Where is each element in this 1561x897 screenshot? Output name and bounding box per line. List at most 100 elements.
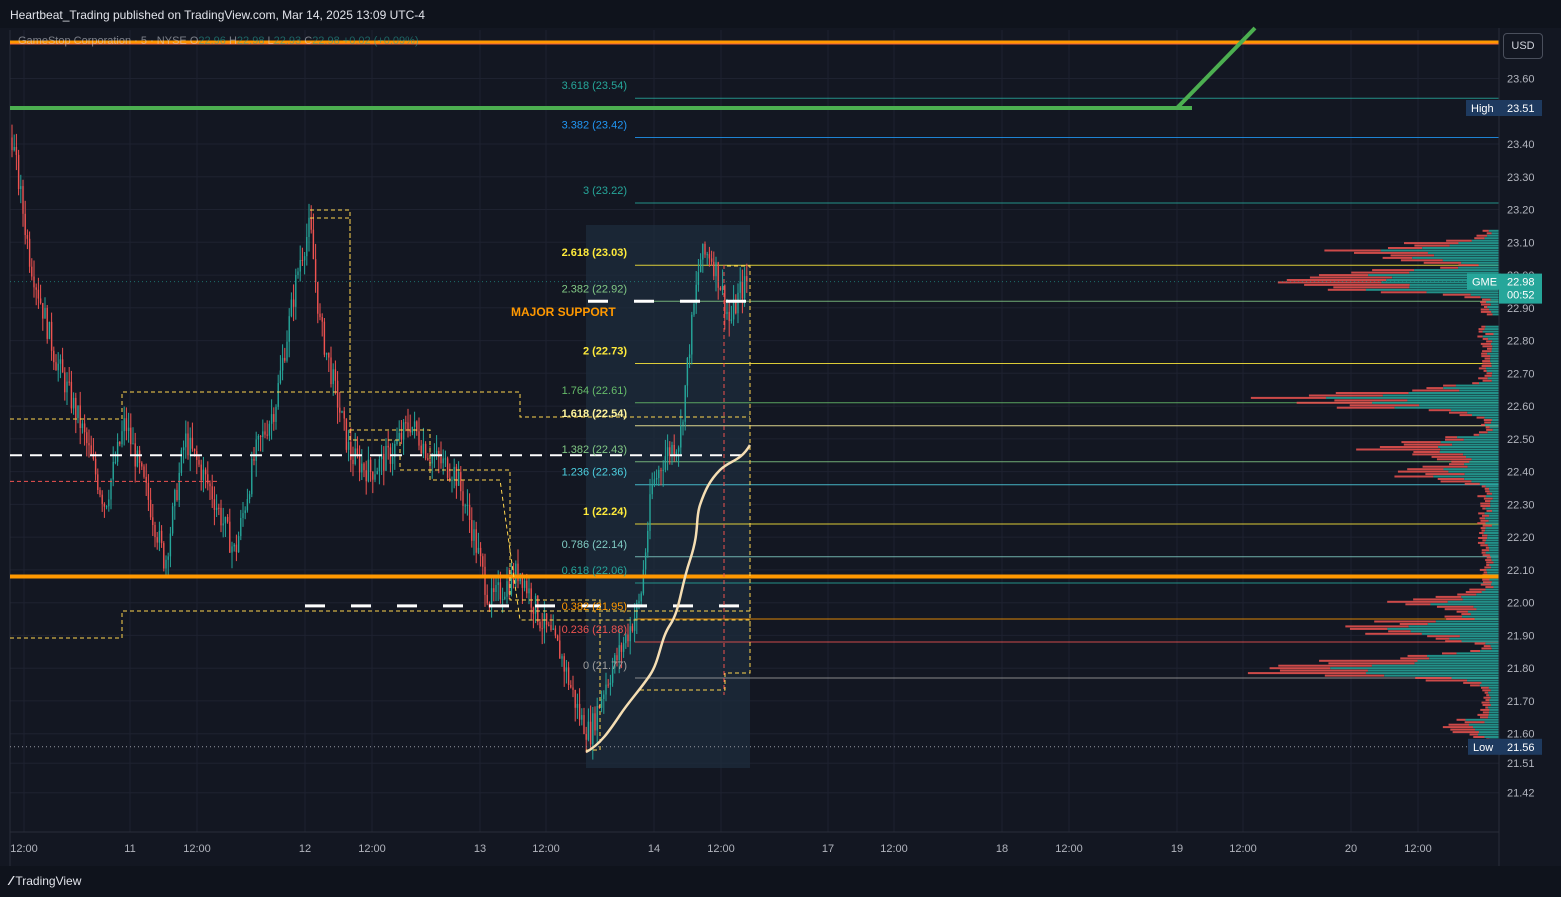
profile-bar-buy [1491, 421, 1499, 424]
profile-bar-sell [1449, 411, 1468, 414]
profile-bar-sell [1412, 389, 1460, 392]
candle-up-body [609, 682, 612, 685]
profile-bar-buy [1492, 313, 1499, 316]
high-value-bg [1499, 100, 1542, 116]
profile-bar-sell [1309, 276, 1393, 279]
profile-bar-buy [1471, 480, 1499, 483]
profile-bar-sell [1349, 404, 1420, 407]
candle-down-body [352, 459, 354, 464]
candle-up-body [290, 299, 293, 317]
candle-down-body [145, 476, 147, 483]
candle-down-body [746, 276, 748, 283]
profile-bar-sell [1413, 598, 1463, 601]
price-tick-label: 21.51 [1507, 758, 1535, 770]
profile-bar-buy [1439, 451, 1499, 453]
candle-up-body [477, 547, 480, 553]
candle-down-body [409, 429, 411, 433]
profile-bar-sell [1397, 470, 1449, 473]
profile-bar-sell [1480, 527, 1486, 530]
profile-bar-sell [1400, 259, 1443, 262]
profile-bar-buy [1427, 251, 1499, 254]
profile-bar-buy [1449, 637, 1499, 640]
candle-down-body [37, 289, 40, 299]
last-tag-label: GME [1472, 277, 1497, 289]
candle-down-body [97, 474, 99, 490]
candle-up-body [158, 530, 161, 543]
candle-down-body [75, 397, 77, 418]
high-value-label: 23.51 [1507, 103, 1535, 115]
candle-up-body [231, 546, 233, 553]
candle-down-body [92, 454, 95, 459]
candle-down-body [259, 436, 262, 437]
profile-bar-buy [1491, 362, 1499, 365]
candle-up-body [171, 506, 174, 534]
profile-bar-sell [1486, 347, 1492, 350]
candle-down-body [314, 259, 317, 282]
profile-bar-buy [1486, 369, 1499, 372]
profile-bar-sell [1486, 232, 1492, 235]
profile-bar-buy [1492, 509, 1499, 512]
candle-down-body [719, 287, 722, 290]
session-range-line-3 [640, 265, 751, 691]
profile-bar-sell [1451, 460, 1470, 463]
candle-down-body [493, 588, 495, 592]
candle-down-body [482, 556, 484, 567]
profile-bar-sell [1250, 396, 1326, 399]
price-tick-label: 21.80 [1507, 663, 1535, 675]
candle-down-body [541, 628, 543, 630]
profile-bar-sell [1436, 605, 1474, 608]
profile-bar-sell [1480, 686, 1489, 689]
profile-bar-sell [1465, 591, 1482, 593]
profile-bar-buy [1474, 728, 1499, 731]
profile-bar-sell [1482, 689, 1491, 692]
profile-bar-sell [1480, 310, 1492, 313]
profile-bar-sell [1479, 532, 1484, 534]
time-tick-label: 12:00 [1229, 843, 1257, 855]
candle-up-body [246, 499, 249, 511]
profile-bar-sell [1483, 645, 1491, 648]
fib-label-3.382: 3.382 (23.42) [562, 120, 627, 132]
candle-down-body [213, 499, 216, 510]
candle-up-body [295, 275, 297, 307]
time-axis[interactable]: 12:00 11 12:00 12 12:00 13 12:00 14 12:00 17 12:00… [10, 831, 1499, 855]
profile-bar-sell [1474, 237, 1485, 240]
profile-bar-sell [1440, 480, 1472, 483]
profile-bar-sell [1478, 328, 1485, 331]
profile-bar-sell [1446, 618, 1475, 620]
candle-up-body [596, 706, 598, 731]
profile-bar-buy [1490, 298, 1499, 301]
candle-up-body [299, 260, 301, 272]
profile-bar-sell [1324, 674, 1385, 677]
profile-bar-sell [1486, 564, 1490, 566]
candle-down-body [176, 490, 178, 500]
candle-down-body [321, 317, 323, 322]
candle-up-body [275, 406, 277, 422]
profile-bar-sell [1469, 588, 1486, 591]
candle-down-body [156, 537, 158, 543]
candle-down-body [301, 260, 304, 261]
profile-bar-buy [1433, 475, 1499, 478]
profile-bar-buy [1491, 583, 1499, 586]
profile-bar-buy [1408, 392, 1499, 394]
profile-bar-sell [1485, 559, 1492, 562]
currency-button[interactable]: USD [1503, 33, 1543, 59]
chart-canvas[interactable]: 3.618 (23.54) 3.382 (23.42) 3 (23.22) 2.618… [0, 0, 1561, 866]
fib-label-2.382: 2.382 (22.92) [562, 283, 627, 295]
candle-up-body [515, 563, 517, 584]
profile-bar-sell [1345, 625, 1409, 628]
candle-up-body [504, 596, 506, 600]
profile-bar-sell [1477, 713, 1489, 716]
candle-up-body [242, 513, 244, 518]
candle-down-body [26, 235, 29, 239]
profile-bar-sell [1481, 355, 1491, 358]
profile-bar-buy [1409, 283, 1499, 286]
fib-label-0.236: 0.236 (21.88) [562, 624, 627, 636]
profile-bar-sell [1482, 704, 1491, 706]
profile-bar-sell [1481, 365, 1492, 367]
candle-down-body [578, 703, 581, 720]
profile-bar-buy [1487, 234, 1499, 237]
price-axis[interactable]: 23.6023.4023.3023.2023.1023.0022.9022.80… [1466, 28, 1561, 866]
candle-up-body [435, 450, 438, 456]
tradingview-logo[interactable]: ⁄⁄ TradingView [10, 873, 81, 888]
candle-down-body [53, 350, 55, 363]
